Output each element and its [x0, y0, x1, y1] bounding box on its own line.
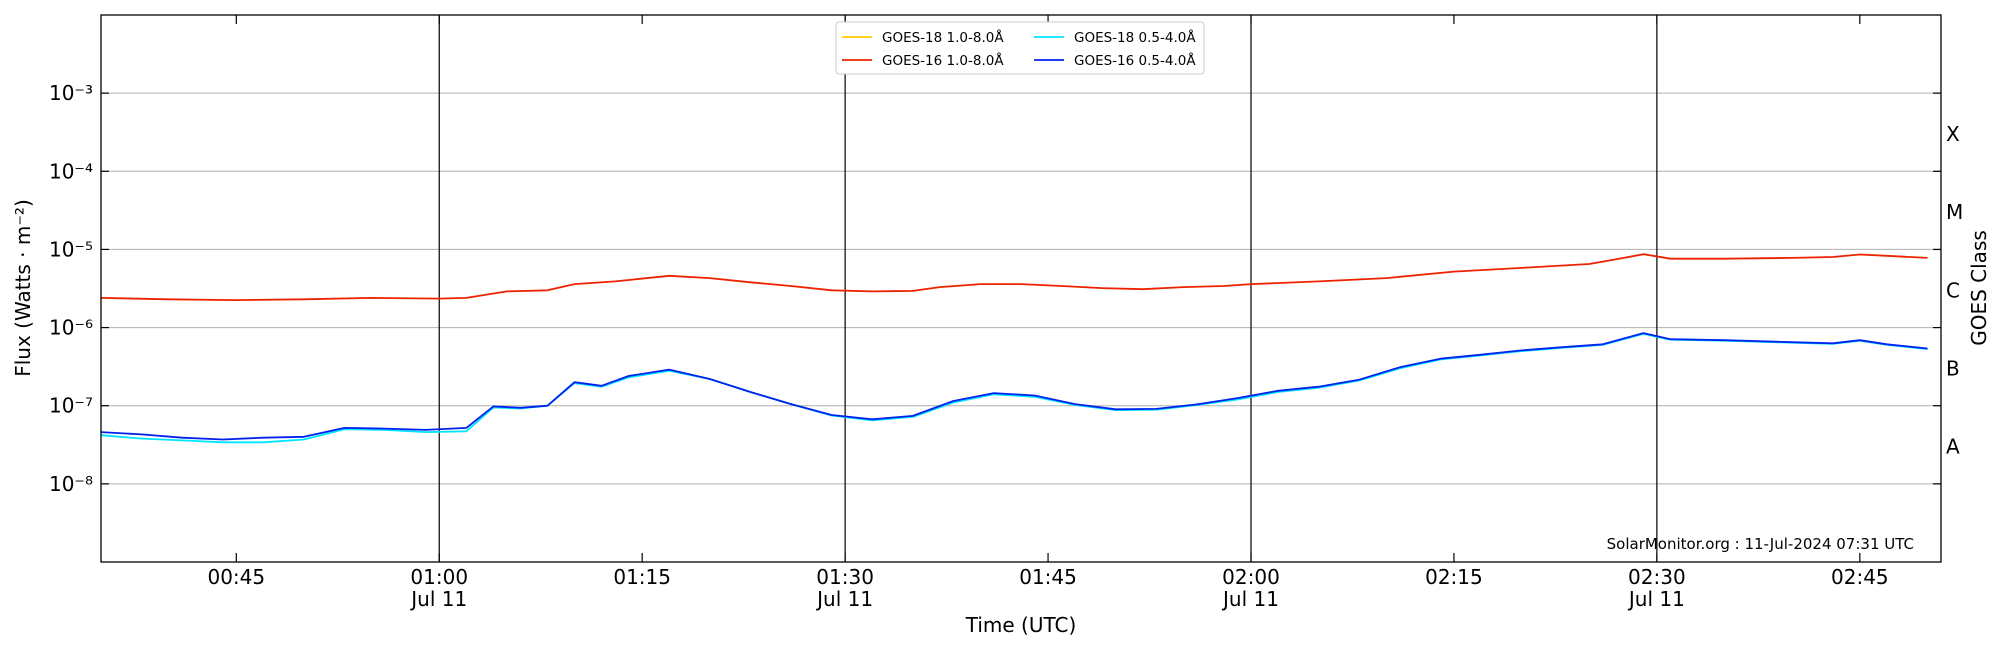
x-tick-label: 02:45	[1831, 565, 1889, 589]
goes-class-label: M	[1946, 200, 1963, 224]
y-tick-label: 10⁻⁷	[49, 394, 93, 418]
x-tick-label: 01:30	[816, 565, 874, 589]
goes-class-label: X	[1946, 122, 1960, 146]
x-tick-label: 01:15	[613, 565, 671, 589]
day-vertical-lines	[438, 15, 1658, 562]
x-tick-label: 02:00	[1222, 565, 1280, 589]
x-tick-label: 01:45	[1019, 565, 1077, 589]
y-axis-title: Flux (Watts · m⁻²)	[11, 199, 35, 377]
y-tick-label: 10⁻⁶	[49, 316, 93, 340]
legend-label: GOES-16 1.0-8.0Å	[882, 52, 1004, 69]
right-axis-title: GOES Class	[1967, 230, 1991, 346]
y-tick-label: 10⁻⁵	[49, 237, 93, 261]
series-lines	[100, 253, 1928, 444]
goes-class-label: C	[1946, 278, 1960, 302]
y-tick-label: 10⁻⁸	[49, 472, 93, 496]
x-tick-label: 02:15	[1425, 565, 1483, 589]
plot-frame	[100, 14, 1942, 563]
x-tick-date-label: Jul 11	[1627, 587, 1685, 611]
goes-class-label: A	[1946, 435, 1960, 459]
grid-lines	[101, 92, 1941, 485]
y-tick-label: 10⁻³	[49, 81, 93, 105]
series-line-3	[100, 332, 1928, 441]
y-axis: 10⁻⁸ 10⁻⁷ 10⁻⁶ 10⁻⁵ 10⁻⁴ 10⁻³	[49, 81, 1941, 496]
x-tick-label: 00:45	[207, 565, 265, 589]
source-annotation: SolarMonitor.org : 11-Jul-2024 07:31 UTC	[1607, 535, 1914, 553]
x-tick-label: 02:30	[1628, 565, 1686, 589]
legend: GOES-18 1.0-8.0Å GOES-16 1.0-8.0Å GOES-18 …	[835, 21, 1205, 75]
y-tick-label: 10⁻⁴	[49, 159, 93, 183]
series-line-1	[100, 253, 1928, 302]
legend-box	[835, 21, 1205, 75]
x-tick-date-label: Jul 11	[1221, 587, 1279, 611]
legend-label: GOES-18 0.5-4.0Å	[1074, 29, 1196, 46]
x-tick-label: 01:00	[410, 565, 468, 589]
x-tick-date-label: Jul 11	[815, 587, 873, 611]
x-tick-date-label: Jul 11	[409, 587, 467, 611]
goes-class-axis: A B C M X	[1946, 122, 1963, 459]
legend-label: GOES-18 1.0-8.0Å	[882, 29, 1004, 46]
legend-label: GOES-16 0.5-4.0Å	[1074, 52, 1196, 69]
x-axis-title: Time (UTC)	[965, 613, 1077, 637]
goes-class-label: B	[1946, 356, 1960, 380]
